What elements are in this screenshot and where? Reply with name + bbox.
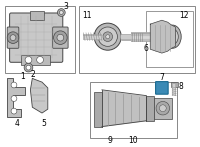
Circle shape [103, 32, 113, 41]
Text: 10: 10 [128, 136, 138, 145]
Polygon shape [150, 20, 175, 53]
Text: 3: 3 [63, 2, 68, 11]
Circle shape [26, 65, 31, 70]
Bar [154, 98, 172, 119]
Circle shape [10, 35, 16, 41]
Bar [90, 82, 177, 138]
Text: 5: 5 [41, 119, 46, 128]
Ellipse shape [150, 30, 160, 43]
Circle shape [11, 96, 17, 101]
Text: 6: 6 [144, 44, 149, 53]
Circle shape [11, 82, 17, 88]
Text: 8: 8 [178, 82, 183, 91]
Bar [21, 55, 50, 65]
Text: 11: 11 [83, 11, 92, 20]
Circle shape [7, 32, 19, 43]
Ellipse shape [170, 33, 175, 41]
Ellipse shape [152, 32, 158, 41]
Text: 4: 4 [14, 119, 19, 128]
Text: 1: 1 [20, 72, 25, 81]
FancyBboxPatch shape [10, 13, 63, 62]
Bar [79, 6, 195, 73]
Bar [146, 11, 193, 67]
Circle shape [54, 31, 67, 44]
Circle shape [57, 34, 64, 41]
Text: 2: 2 [30, 70, 35, 78]
Circle shape [94, 23, 121, 50]
Bar [30, 11, 44, 20]
Circle shape [159, 105, 166, 112]
Circle shape [37, 56, 43, 63]
Circle shape [57, 9, 65, 16]
Bar [171, 82, 178, 87]
Ellipse shape [164, 25, 181, 48]
Bar [5, 6, 75, 73]
Polygon shape [7, 78, 25, 117]
Circle shape [106, 35, 110, 39]
Circle shape [98, 27, 117, 46]
Text: 9: 9 [107, 136, 112, 145]
Text: 7: 7 [159, 73, 164, 82]
FancyBboxPatch shape [53, 27, 68, 48]
Bar [94, 92, 102, 127]
Circle shape [25, 56, 32, 63]
Circle shape [156, 101, 170, 115]
Ellipse shape [167, 29, 178, 44]
Bar [146, 96, 154, 121]
Circle shape [24, 63, 33, 72]
FancyBboxPatch shape [7, 27, 19, 48]
Circle shape [59, 11, 63, 14]
Text: 12: 12 [179, 11, 189, 20]
Circle shape [11, 108, 17, 114]
Polygon shape [30, 78, 48, 113]
FancyBboxPatch shape [156, 82, 168, 94]
